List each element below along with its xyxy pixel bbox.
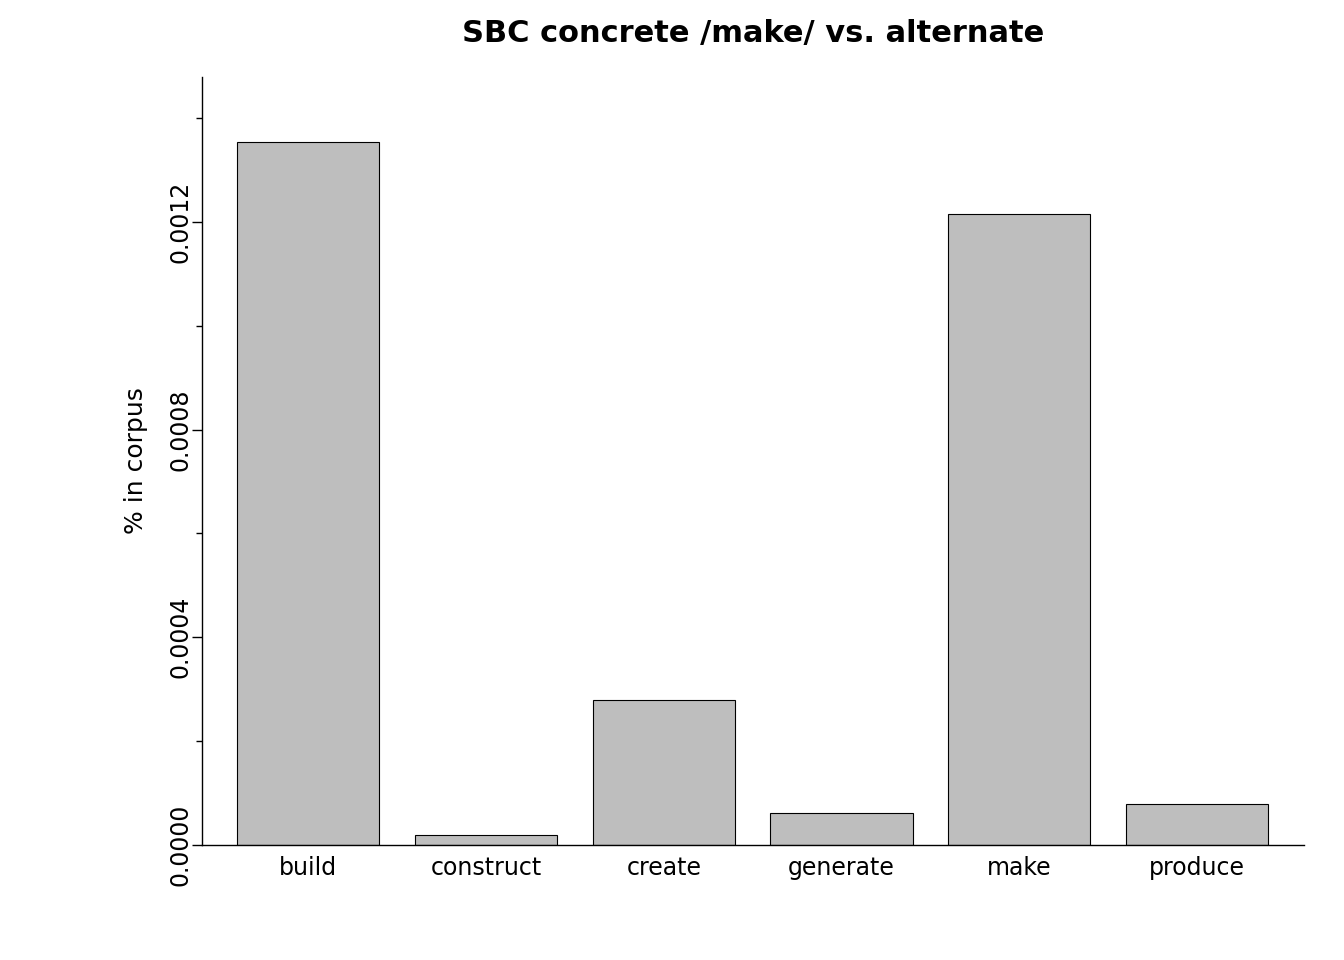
Bar [1126,804,1269,845]
Y-axis label: % in corpus: % in corpus [124,388,148,534]
Bar [770,812,913,845]
Bar [593,700,735,845]
Title: SBC concrete /make/ vs. alternate: SBC concrete /make/ vs. alternate [461,19,1044,48]
Bar [948,214,1090,845]
Bar [237,142,379,845]
Bar [415,835,558,845]
